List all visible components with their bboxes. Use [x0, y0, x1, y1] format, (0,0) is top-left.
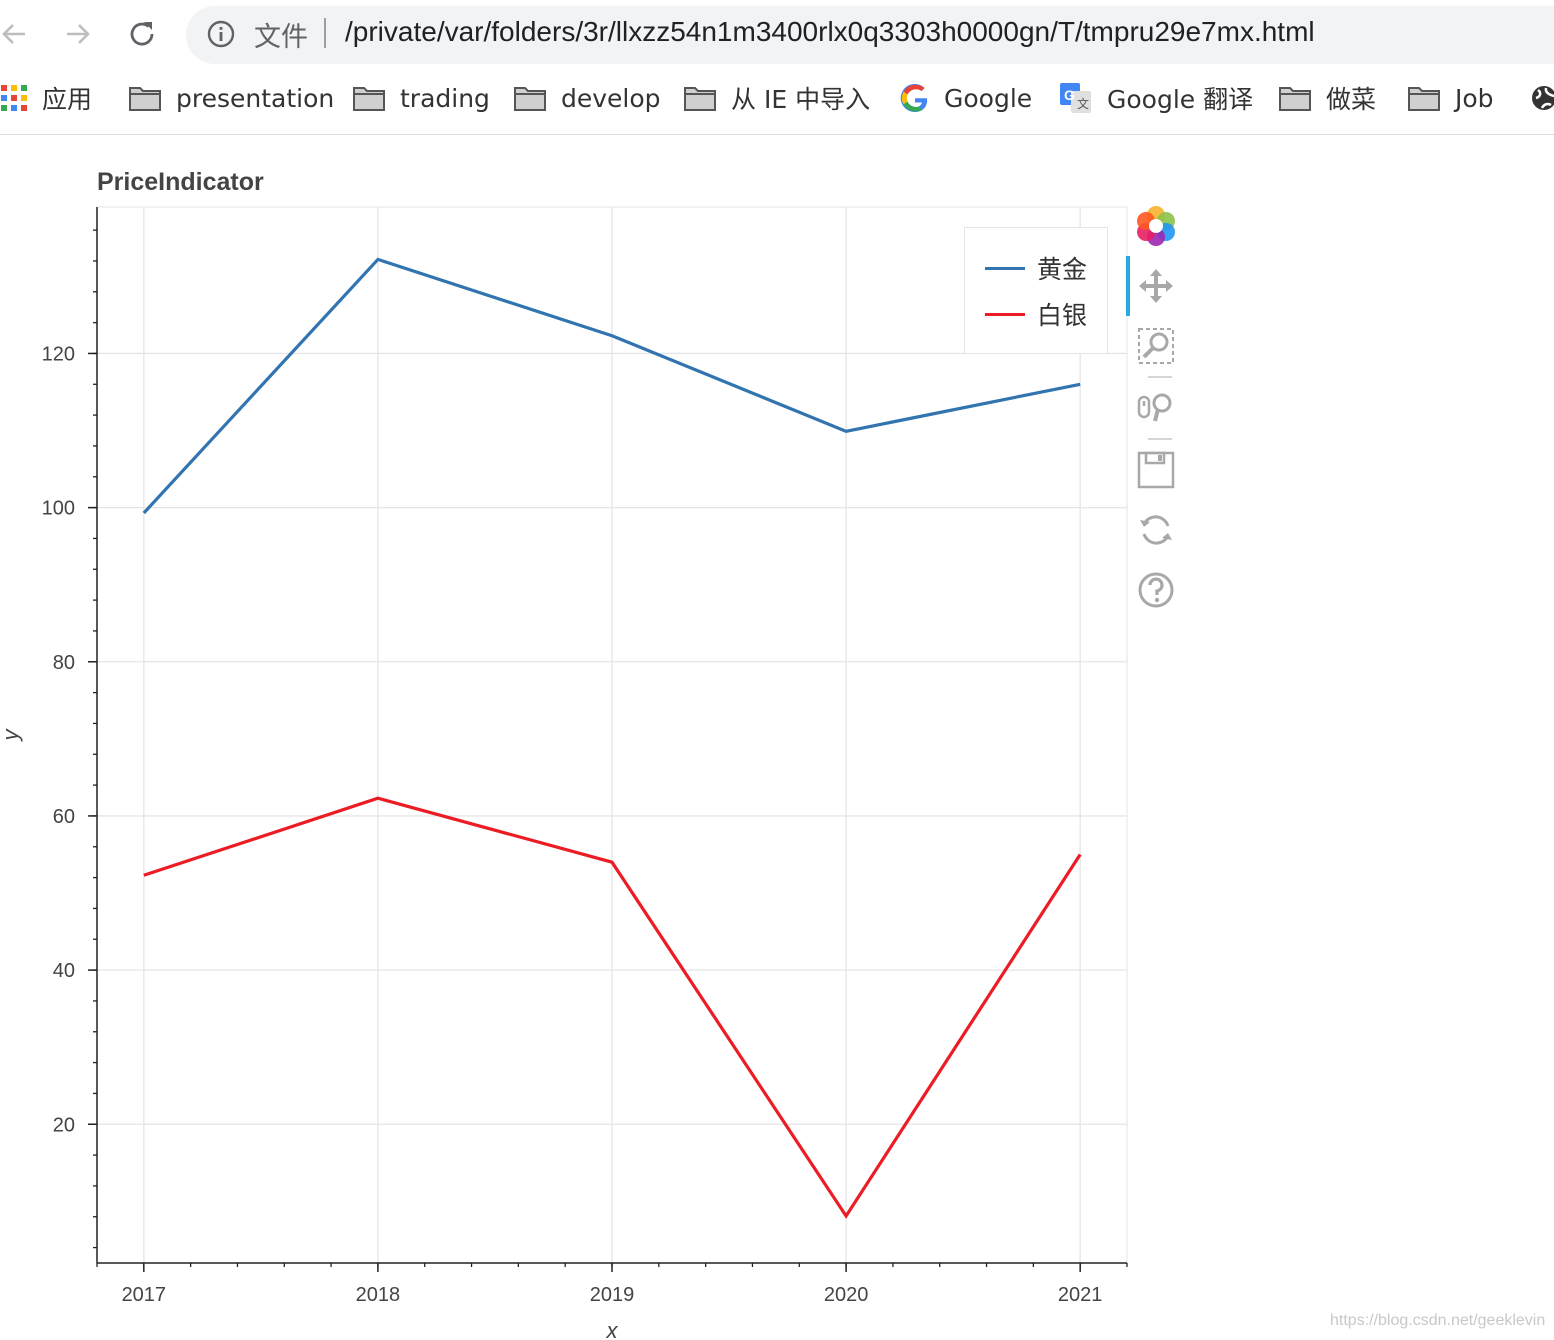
legend-swatch-gold [985, 266, 1025, 270]
folder-icon [1407, 84, 1441, 112]
url-separator [324, 18, 326, 48]
bookmark-label: 做菜 [1326, 85, 1377, 114]
google-translate-icon: G 文 [1059, 81, 1093, 115]
x-tick-label: 2020 [824, 1284, 869, 1306]
svg-text:文: 文 [1077, 96, 1089, 111]
folder-icon [352, 84, 386, 112]
bookmark-trading[interactable]: trading [352, 70, 490, 126]
help-icon [1138, 572, 1174, 608]
chart-legend[interactable]: 黄金 白银 [964, 227, 1108, 354]
reload-button[interactable] [122, 14, 162, 54]
x-tick-label: 2019 [590, 1284, 635, 1306]
y-tick-label: 100 [42, 498, 75, 520]
bookmark-label: 应用 [42, 85, 93, 114]
url-text[interactable]: /private/var/folders/3r/llxzz54n1m3400rl… [345, 16, 1315, 47]
active-tool-indicator [1126, 256, 1130, 316]
legend-swatch-silver [985, 312, 1025, 316]
bookmark-label: Google [944, 83, 1033, 113]
bokeh-logo[interactable] [1136, 206, 1176, 246]
back-button[interactable] [0, 14, 34, 54]
toolbar-separator [1148, 438, 1172, 440]
x-tick-label: 2018 [356, 1284, 401, 1306]
bookmarks-bar: 应用 presentation trading develop 从 IE 中导入… [0, 70, 1554, 128]
save-icon [1137, 451, 1175, 489]
bookmark-presentation[interactable]: presentation [128, 70, 334, 126]
toolbar-separator [1148, 376, 1172, 378]
globe-icon [1532, 86, 1554, 110]
reset-icon [1140, 515, 1172, 545]
y-tick-label: 40 [53, 960, 75, 982]
wheel-zoom-icon [1137, 393, 1172, 422]
bookmark-google-translate[interactable]: G 文 Google 翻译 [1059, 70, 1253, 126]
folder-icon [1278, 84, 1312, 112]
info-icon[interactable] [206, 19, 236, 49]
series-line-silver [143, 796, 1082, 1219]
box-zoom-tool[interactable] [1136, 326, 1176, 366]
arrow-right-icon [67, 24, 90, 44]
line-chart[interactable]: 2017 2018 2019 2020 2021 20 40 60 80 100 120 x y [0, 140, 1200, 1340]
browser-toolbar: 文件 /private/var/folders/3r/llxzz54n1m340… [0, 0, 1554, 66]
y-tick-label: 20 [53, 1114, 75, 1136]
chart-title: PriceIndicator [97, 168, 264, 196]
bookmark-label: develop [561, 83, 661, 113]
svg-text:G: G [1064, 87, 1075, 103]
help-tool[interactable] [1136, 570, 1176, 610]
pan-tool[interactable] [1136, 266, 1176, 306]
folder-icon [683, 84, 717, 112]
google-icon [900, 83, 930, 113]
folder-icon [128, 84, 162, 112]
arrow-left-icon [2, 24, 25, 44]
bookmark-develop[interactable]: develop [513, 70, 661, 126]
watermark-text: https://blog.csdn.net/geeklevin [1330, 1312, 1546, 1329]
y-tick-label: 120 [42, 343, 75, 365]
bookmark-label: Job [1455, 83, 1494, 113]
url-scheme-label: 文件 [254, 22, 308, 53]
x-tick-label: 2021 [1058, 1284, 1103, 1306]
legend-label: 黄金 [1037, 255, 1088, 284]
address-bar[interactable] [186, 6, 1554, 64]
bookmark-google[interactable]: Google [900, 70, 1032, 126]
pan-icon [1139, 269, 1173, 303]
bookmark-cooking[interactable]: 做菜 [1278, 70, 1376, 126]
y-tick-label: 60 [53, 806, 75, 828]
reset-tool[interactable] [1136, 510, 1176, 550]
bookmark-label: trading [400, 83, 490, 113]
bookmark-apps[interactable]: 应用 [0, 70, 92, 126]
legend-item-gold[interactable]: 黄金 [985, 250, 1087, 286]
bookmark-label: presentation [176, 83, 335, 113]
box-zoom-icon [1138, 328, 1174, 364]
bookmark-more[interactable] [1530, 70, 1554, 126]
legend-label: 白银 [1037, 301, 1088, 330]
series-line-gold [142, 257, 1081, 515]
bookmark-label: 从 IE 中导入 [731, 85, 871, 114]
bookmark-import-ie[interactable]: 从 IE 中导入 [683, 70, 870, 126]
plot-toolbar [1126, 200, 1186, 620]
y-axis-label: y [0, 728, 23, 743]
bookmark-job[interactable]: Job [1407, 70, 1494, 126]
apps-grid-icon [0, 84, 28, 112]
reload-icon [130, 22, 154, 46]
x-tick-label: 2017 [122, 1284, 167, 1306]
legend-item-silver[interactable]: 白银 [985, 296, 1087, 332]
forward-button[interactable] [58, 14, 98, 54]
bookmark-label: Google 翻译 [1107, 85, 1254, 114]
wheel-zoom-tool[interactable] [1136, 388, 1176, 428]
toolbar-divider [0, 134, 1554, 135]
x-axis-label: x [606, 1318, 619, 1340]
save-tool[interactable] [1136, 450, 1176, 490]
y-tick-label: 80 [53, 652, 75, 674]
bokeh-logo-icon [1137, 206, 1175, 246]
folder-icon [513, 84, 547, 112]
